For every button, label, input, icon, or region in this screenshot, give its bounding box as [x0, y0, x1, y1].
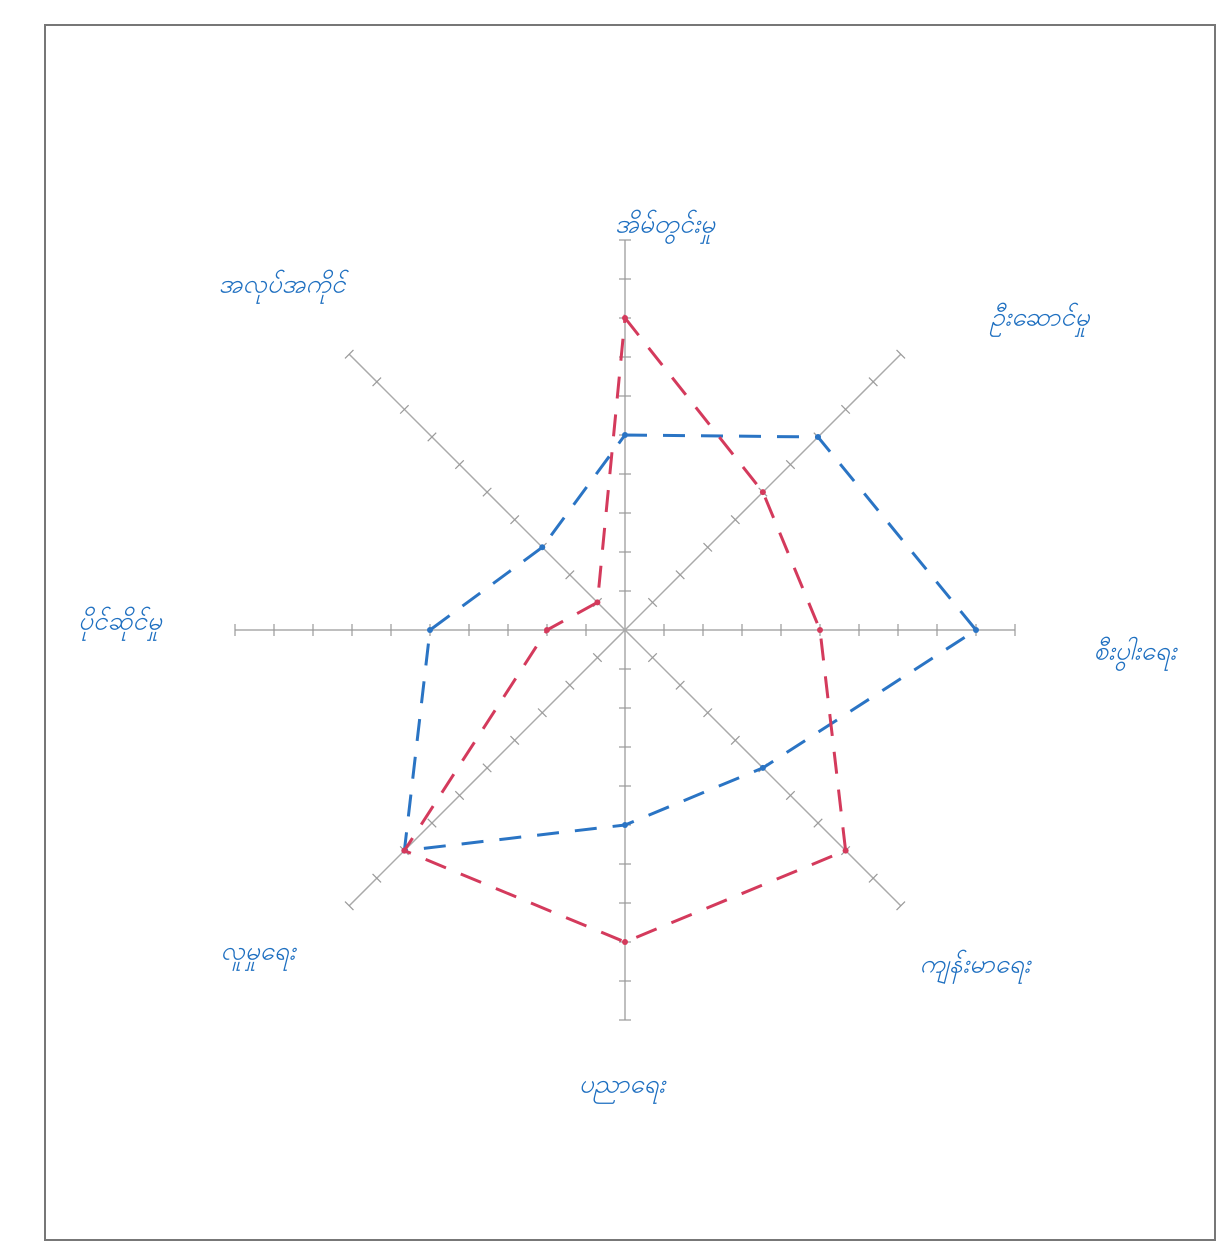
tick-mark: [399, 404, 410, 415]
axis-label: ကျန်းမာရေး: [920, 950, 1033, 985]
tick-mark: [647, 652, 658, 663]
data-point: [622, 315, 628, 321]
data-point: [544, 627, 550, 633]
tick-mark: [510, 735, 520, 745]
data-point: [842, 847, 849, 854]
tick-mark: [703, 542, 713, 552]
data-point: [427, 627, 433, 633]
tick-mark: [868, 377, 878, 387]
tick-mark: [896, 901, 906, 911]
axis-label: လူမှုရေး: [221, 937, 298, 972]
tick-mark: [840, 404, 851, 415]
tick-mark: [510, 515, 520, 525]
tick-mark: [565, 570, 575, 580]
tick-mark: [427, 818, 437, 828]
series-line: [402, 433, 979, 853]
tick-mark: [647, 597, 658, 608]
tick-mark: [454, 790, 465, 801]
axis-label: ဦးဆောင်မှု: [989, 303, 1090, 338]
axis-label: အလုပ်အကိုင်: [219, 270, 350, 305]
tick-mark: [344, 901, 354, 911]
tick-mark: [730, 515, 740, 525]
data-point: [759, 764, 766, 771]
tick-mark: [675, 570, 685, 580]
data-point: [401, 847, 408, 854]
data-point: [539, 544, 546, 551]
tick-mark: [372, 377, 382, 387]
data-point: [622, 432, 628, 438]
data-point: [622, 939, 628, 945]
tick-mark: [537, 708, 547, 718]
tick-mark: [896, 349, 906, 359]
axis-label: စီးပွါးရေး: [1094, 637, 1179, 672]
tick-mark: [454, 459, 465, 470]
tick-mark: [372, 873, 382, 883]
tick-mark: [482, 763, 492, 773]
tick-mark: [565, 680, 575, 690]
tick-mark: [868, 873, 878, 883]
data-point: [817, 627, 823, 633]
tick-mark: [813, 818, 823, 828]
axis-label: ပိုင်ဆိုင်မှု: [78, 607, 163, 642]
axis-label: အိမ်တွင်းမှု: [615, 210, 716, 245]
tick-mark: [703, 708, 713, 718]
tick-mark: [482, 487, 492, 497]
tick-mark: [730, 735, 740, 745]
data-point: [759, 489, 766, 496]
paper-frame: [44, 24, 1216, 1241]
tick-mark: [592, 652, 603, 663]
data-point: [973, 627, 979, 633]
tick-mark: [785, 790, 796, 801]
data-point: [594, 599, 601, 606]
series-line: [402, 314, 848, 944]
tick-mark: [344, 349, 354, 359]
data-point: [815, 433, 822, 440]
tick-mark: [427, 432, 437, 442]
tick-mark: [675, 680, 685, 690]
axis-label: ပညာရေး: [579, 1070, 668, 1105]
tick-mark: [785, 459, 796, 470]
data-point: [622, 822, 628, 828]
